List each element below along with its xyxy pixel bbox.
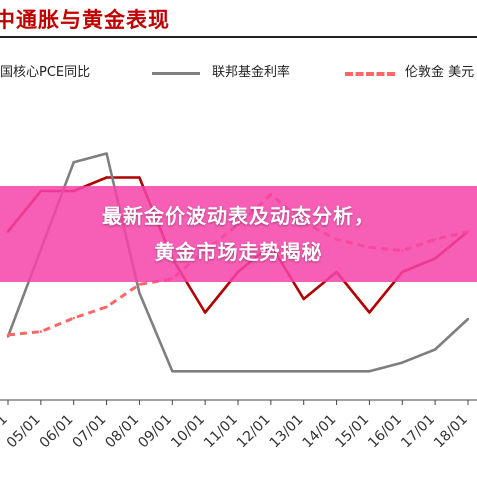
x-tick-label: 18/01 [431,412,471,452]
x-tick-label: 09/01 [135,412,175,452]
legend: 美国核心PCE同比 联邦基金利率 伦敦金 美元 [0,62,477,84]
series-point-fed [138,291,141,295]
series-point-gold [6,333,10,337]
series-point-gold [72,316,75,320]
headline-banner: 最新金价波动表及动态分析， 黄金市场走势揭秘 [0,186,477,282]
x-tick-label: 05/01 [4,412,44,452]
series-point-pce [368,311,371,314]
series-point-fed [433,348,437,351]
series-point-fed [466,317,470,321]
series-point-fed [269,370,273,373]
headline-line-1: 最新金价波动表及动态分析， [102,204,375,228]
x-tick-label: 11/01 [201,412,241,452]
series-point-fed [302,370,305,373]
series-point-fed [401,361,404,364]
x-tick-label: 08/01 [102,412,142,452]
legend-label-pce: 美国核心PCE同比 [0,65,91,80]
series-point-pce [203,311,207,314]
series-point-pce [138,176,141,179]
x-tick-label: 07/01 [70,412,110,452]
x-tick-label: 10/01 [168,412,208,452]
x-tick-label: 13/01 [267,412,307,452]
x-tick-label: 14/01 [300,412,340,452]
series-point-fed [335,370,338,373]
chart-title: 中通胀与黄金表现 [0,7,170,32]
title-divider [0,36,477,38]
series-point-pce [105,176,108,179]
series-point-fed [105,152,108,155]
series-point-fed [368,370,371,373]
series-point-fed [236,370,240,373]
series-point-gold [39,330,43,333]
series-point-gold [105,305,108,309]
legend-swatch-gold [345,72,395,76]
series-point-gold [138,283,141,286]
x-tick-label: 06/01 [37,412,77,452]
x-tick-label: 12/01 [234,412,274,452]
series-point-fed [203,370,207,373]
series-point-fed [171,370,174,373]
series-point-pce [302,297,305,301]
x-tick-label: 15/01 [332,412,372,452]
legend-label-fed: 联邦基金利率 [212,65,291,80]
legend-label-gold: 伦敦金 美元 [405,65,475,80]
series-point-fed [72,161,75,164]
legend-swatch-fed [152,72,200,75]
headline-line-2: 黄金市场走势揭秘 [154,240,323,264]
x-tick-label: 17/01 [398,412,438,452]
x-tick-label: 16/01 [365,412,405,452]
